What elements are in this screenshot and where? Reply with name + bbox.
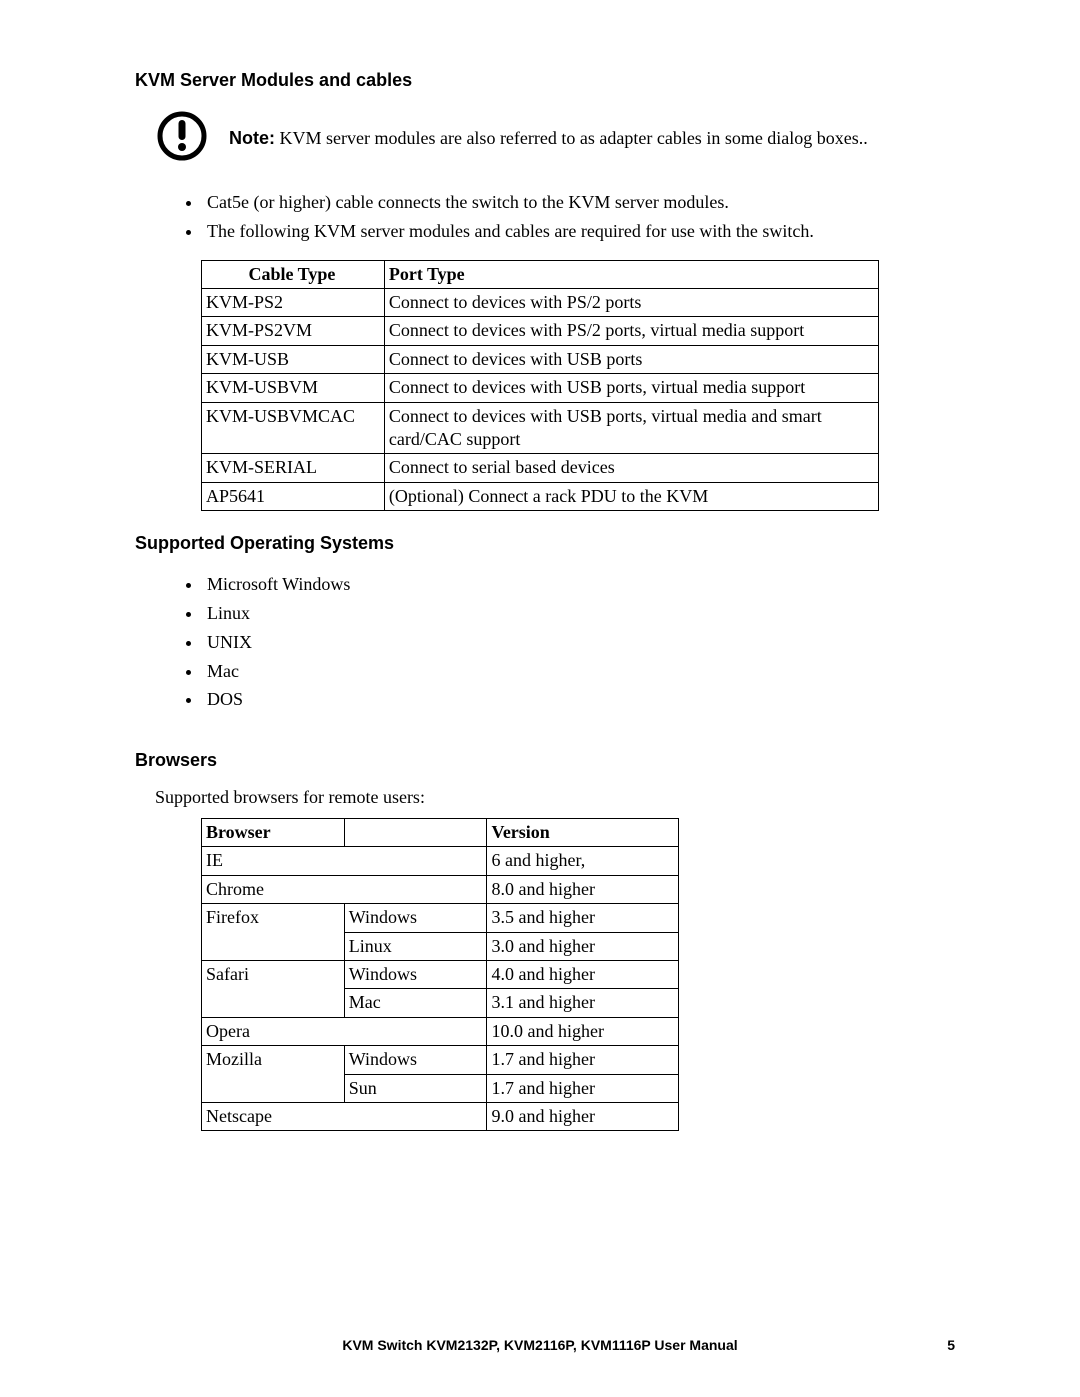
kvm-bullet-list: Cat5e (or higher) cable connects the swi… <box>183 188 955 246</box>
heading-kvm: KVM Server Modules and cables <box>135 70 955 91</box>
table-row: KVM-USBVMConnect to devices with USB por… <box>202 374 879 402</box>
version-cell: 3.1 and higher <box>487 989 679 1017</box>
os-cell: Windows <box>344 1046 487 1074</box>
table-row: MozillaWindows1.7 and higher <box>202 1046 679 1074</box>
cable-type-cell: KVM-SERIAL <box>202 454 385 482</box>
list-item: Microsoft Windows <box>203 570 955 599</box>
version-cell: 8.0 and higher <box>487 875 679 903</box>
version-cell: 6 and higher, <box>487 847 679 875</box>
table-row: KVM-PS2Connect to devices with PS/2 port… <box>202 288 879 316</box>
cable-table: Cable Type Port Type KVM-PS2Connect to d… <box>201 260 879 512</box>
browser-cell: Netscape <box>202 1103 487 1131</box>
table-row: KVM-SERIALConnect to serial based device… <box>202 454 879 482</box>
cable-type-cell: KVM-PS2 <box>202 288 385 316</box>
cable-type-cell: KVM-PS2VM <box>202 317 385 345</box>
cable-type-cell: KVM-USB <box>202 345 385 373</box>
table-row: SafariWindows4.0 and higher <box>202 961 679 989</box>
version-cell: 9.0 and higher <box>487 1103 679 1131</box>
col-header-os <box>344 819 487 847</box>
heading-os: Supported Operating Systems <box>135 533 955 554</box>
port-type-cell: (Optional) Connect a rack PDU to the KVM <box>384 482 878 510</box>
table-row: Opera10.0 and higher <box>202 1017 679 1045</box>
port-type-cell: Connect to devices with PS/2 ports <box>384 288 878 316</box>
table-row: FirefoxWindows3.5 and higher <box>202 904 679 932</box>
heading-browsers: Browsers <box>135 750 955 771</box>
cable-type-cell: KVM-USBVMCAC <box>202 402 385 454</box>
version-cell: 10.0 and higher <box>487 1017 679 1045</box>
table-row: Chrome8.0 and higher <box>202 875 679 903</box>
browsers-intro: Supported browsers for remote users: <box>155 787 955 808</box>
os-cell: Windows <box>344 904 487 932</box>
table-header-row: Browser Version <box>202 819 679 847</box>
port-type-cell: Connect to devices with USB ports <box>384 345 878 373</box>
list-item: Linux <box>203 599 955 628</box>
table-row: IE6 and higher, <box>202 847 679 875</box>
table-row: Netscape9.0 and higher <box>202 1103 679 1131</box>
browser-cell: Firefox <box>202 904 345 961</box>
document-page: KVM Server Modules and cables Note: KVM … <box>0 0 1080 1397</box>
note-callout: Note: KVM server modules are also referr… <box>155 109 955 168</box>
os-cell: Sun <box>344 1074 487 1102</box>
browser-cell: Chrome <box>202 875 487 903</box>
version-cell: 4.0 and higher <box>487 961 679 989</box>
version-cell: 1.7 and higher <box>487 1074 679 1102</box>
alert-icon <box>155 109 209 168</box>
port-type-cell: Connect to devices with USB ports, virtu… <box>384 402 878 454</box>
os-cell: Linux <box>344 932 487 960</box>
col-header-port-type: Port Type <box>384 260 878 288</box>
browser-cell: IE <box>202 847 487 875</box>
list-item: Cat5e (or higher) cable connects the swi… <box>203 188 955 217</box>
table-row: KVM-USBVMCACConnect to devices with USB … <box>202 402 879 454</box>
table-row: AP5641(Optional) Connect a rack PDU to t… <box>202 482 879 510</box>
col-header-cable-type: Cable Type <box>202 260 385 288</box>
col-header-version: Version <box>487 819 679 847</box>
port-type-cell: Connect to devices with USB ports, virtu… <box>384 374 878 402</box>
os-bullet-list: Microsoft WindowsLinuxUNIXMacDOS <box>183 570 955 714</box>
version-cell: 3.5 and higher <box>487 904 679 932</box>
table-row: KVM-PS2VMConnect to devices with PS/2 po… <box>202 317 879 345</box>
list-item: UNIX <box>203 628 955 657</box>
cable-type-cell: KVM-USBVM <box>202 374 385 402</box>
browser-cell: Safari <box>202 961 345 1018</box>
list-item: Mac <box>203 657 955 686</box>
cable-type-cell: AP5641 <box>202 482 385 510</box>
list-item: The following KVM server modules and cab… <box>203 217 955 246</box>
os-cell: Mac <box>344 989 487 1017</box>
browser-cell: Opera <box>202 1017 487 1045</box>
table-header-row: Cable Type Port Type <box>202 260 879 288</box>
table-row: KVM-USBConnect to devices with USB ports <box>202 345 879 373</box>
list-item: DOS <box>203 685 955 714</box>
browser-table: Browser Version IE6 and higher,Chrome8.0… <box>201 818 679 1131</box>
note-label: Note: <box>229 128 275 148</box>
col-header-browser: Browser <box>202 819 345 847</box>
port-type-cell: Connect to serial based devices <box>384 454 878 482</box>
version-cell: 3.0 and higher <box>487 932 679 960</box>
port-type-cell: Connect to devices with PS/2 ports, virt… <box>384 317 878 345</box>
version-cell: 1.7 and higher <box>487 1046 679 1074</box>
note-body: KVM server modules are also referred to … <box>275 128 868 148</box>
note-text: Note: KVM server modules are also referr… <box>229 126 868 150</box>
os-cell: Windows <box>344 961 487 989</box>
page-number: 5 <box>947 1337 955 1353</box>
browser-cell: Mozilla <box>202 1046 345 1103</box>
footer-text: KVM Switch KVM2132P, KVM2116P, KVM1116P … <box>0 1337 1080 1353</box>
